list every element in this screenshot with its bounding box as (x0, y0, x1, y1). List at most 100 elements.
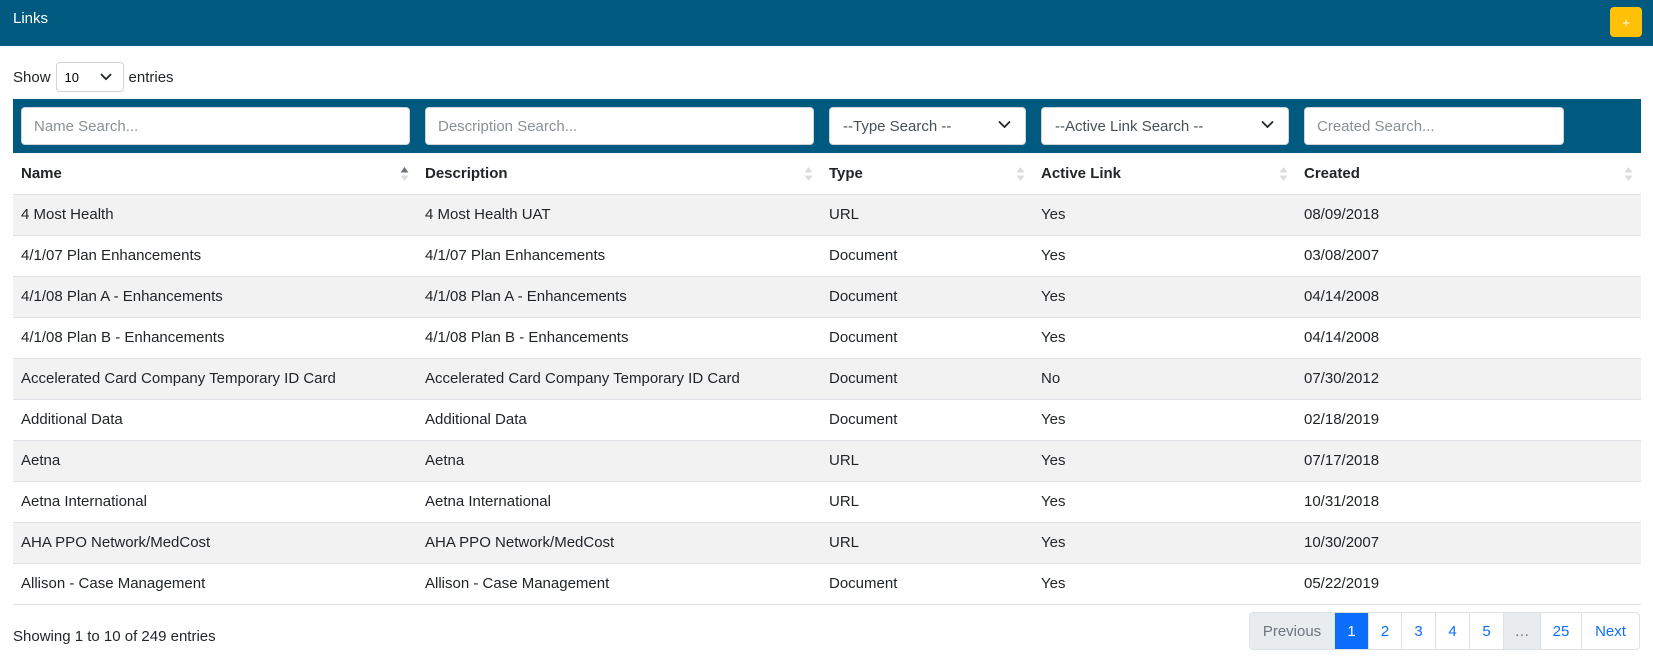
plus-icon: + (1622, 14, 1630, 30)
cell-active-link: Yes (1033, 317, 1296, 359)
cell-description: 4/1/08 Plan A - Enhancements (417, 276, 821, 318)
cell-active-link: Yes (1033, 194, 1296, 236)
cell-name: 4/1/08 Plan A - Enhancements (13, 276, 417, 318)
cell-type: Document (821, 358, 1033, 400)
cell-created: 04/14/2008 (1296, 317, 1641, 359)
cell-name: Aetna (13, 440, 417, 482)
cell-description: Aetna (417, 440, 821, 482)
cell-type: Document (821, 399, 1033, 441)
add-link-button[interactable]: + (1610, 7, 1642, 37)
cell-created: 04/14/2008 (1296, 276, 1641, 318)
cell-name: Aetna International (13, 481, 417, 523)
active-link-search-value: --Active Link Search -- (1055, 117, 1204, 135)
table-row[interactable]: AHA PPO Network/MedCost AHA PPO Network/M… (13, 522, 1641, 564)
cell-name: Accelerated Card Company Temporary ID Ca… (13, 358, 417, 400)
cell-type: URL (821, 522, 1033, 564)
length-menu: Show 10 entries (13, 62, 174, 92)
column-header-type[interactable]: Type (821, 153, 1033, 195)
cell-description: Allison - Case Management (417, 563, 821, 605)
table-header-row: Name Description Type Active Link Create… (13, 153, 1641, 195)
header-bar: Links + (0, 0, 1653, 46)
pagination: Previous 1 2 3 4 5 … 25 Next (1249, 612, 1640, 650)
table-row[interactable]: 4/1/08 Plan A - Enhancements 4/1/08 Plan … (13, 276, 1641, 318)
cell-active-link: Yes (1033, 399, 1296, 441)
cell-created: 05/22/2019 (1296, 563, 1641, 605)
page-button-4[interactable]: 4 (1435, 613, 1469, 649)
chevron-down-icon (1261, 120, 1274, 129)
sort-icon (804, 167, 813, 181)
cell-active-link: Yes (1033, 276, 1296, 318)
cell-description: Accelerated Card Company Temporary ID Ca… (417, 358, 821, 400)
cell-type: URL (821, 440, 1033, 482)
cell-type: Document (821, 235, 1033, 277)
cell-active-link: Yes (1033, 522, 1296, 564)
column-header-description[interactable]: Description (417, 153, 821, 195)
sort-ascending-icon (400, 167, 409, 181)
cell-description: Aetna International (417, 481, 821, 523)
cell-description: 4/1/08 Plan B - Enhancements (417, 317, 821, 359)
links-table: Name Description Type Active Link Create… (13, 153, 1641, 605)
cell-type: URL (821, 194, 1033, 236)
cell-name: Additional Data (13, 399, 417, 441)
cell-name: 4/1/07 Plan Enhancements (13, 235, 417, 277)
previous-page-button[interactable]: Previous (1250, 613, 1334, 649)
created-search-input[interactable] (1304, 107, 1564, 145)
cell-type: Document (821, 276, 1033, 318)
table-row[interactable]: Allison - Case Management Allison - Case … (13, 563, 1641, 605)
sort-icon (1016, 167, 1025, 181)
cell-active-link: No (1033, 358, 1296, 400)
cell-created: 07/30/2012 (1296, 358, 1641, 400)
cell-created: 03/08/2007 (1296, 235, 1641, 277)
table-info: Showing 1 to 10 of 249 entries (13, 628, 216, 645)
cell-active-link: Yes (1033, 481, 1296, 523)
cell-name: 4/1/08 Plan B - Enhancements (13, 317, 417, 359)
page-title: Links (13, 10, 49, 27)
column-header-active-link[interactable]: Active Link (1033, 153, 1296, 195)
cell-type: Document (821, 563, 1033, 605)
cell-name: 4 Most Health (13, 194, 417, 236)
page-button-5[interactable]: 5 (1469, 613, 1503, 649)
column-header-created[interactable]: Created (1296, 153, 1641, 195)
table-row[interactable]: 4/1/07 Plan Enhancements 4/1/07 Plan Enha… (13, 235, 1641, 277)
next-page-button[interactable]: Next (1581, 613, 1639, 649)
cell-active-link: Yes (1033, 563, 1296, 605)
page-button-25[interactable]: 25 (1540, 613, 1581, 649)
page-ellipsis: … (1503, 613, 1540, 649)
cell-description: AHA PPO Network/MedCost (417, 522, 821, 564)
table-row[interactable]: Additional Data Additional Data Document Ye… (13, 399, 1641, 441)
cell-type: Document (821, 317, 1033, 359)
cell-description: Additional Data (417, 399, 821, 441)
cell-active-link: Yes (1033, 440, 1296, 482)
type-search-select[interactable]: --Type Search -- (829, 107, 1026, 145)
table-row[interactable]: Aetna International Aetna International UR… (13, 481, 1641, 523)
type-search-value: --Type Search -- (843, 117, 952, 135)
cell-description: 4 Most Health UAT (417, 194, 821, 236)
sort-icon (1279, 167, 1288, 181)
cell-created: 08/09/2018 (1296, 194, 1641, 236)
description-search-input[interactable] (425, 107, 814, 145)
name-search-input[interactable] (21, 107, 410, 145)
chevron-down-icon (998, 120, 1011, 129)
cell-type: URL (821, 481, 1033, 523)
show-label: Show (13, 68, 51, 86)
table-row[interactable]: Accelerated Card Company Temporary ID Ca… (13, 358, 1641, 400)
cell-created: 10/30/2007 (1296, 522, 1641, 564)
sort-icon (1624, 167, 1633, 181)
cell-name: Allison - Case Management (13, 563, 417, 605)
entries-label: entries (128, 68, 174, 86)
column-header-name[interactable]: Name (13, 153, 417, 195)
entries-select[interactable]: 10 (55, 62, 124, 92)
table-row[interactable]: 4 Most Health 4 Most Health UAT URL Yes 08/0… (13, 194, 1641, 236)
page-button-2[interactable]: 2 (1368, 613, 1401, 649)
page-button-1[interactable]: 1 (1334, 613, 1368, 649)
filter-bar: --Type Search -- --Active Link Search -- (13, 99, 1641, 153)
page-button-3[interactable]: 3 (1401, 613, 1435, 649)
cell-description: 4/1/07 Plan Enhancements (417, 235, 821, 277)
cell-active-link: Yes (1033, 235, 1296, 277)
table-row[interactable]: 4/1/08 Plan B - Enhancements 4/1/08 Plan … (13, 317, 1641, 359)
cell-name: AHA PPO Network/MedCost (13, 522, 417, 564)
active-link-search-select[interactable]: --Active Link Search -- (1041, 107, 1289, 145)
cell-created: 07/17/2018 (1296, 440, 1641, 482)
cell-created: 10/31/2018 (1296, 481, 1641, 523)
table-row[interactable]: Aetna Aetna URL Yes 07/17/2018 (13, 440, 1641, 482)
